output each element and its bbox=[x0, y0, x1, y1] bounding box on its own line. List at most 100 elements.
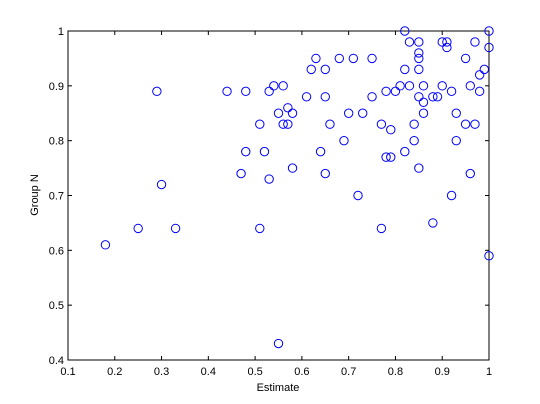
scatter-point bbox=[465, 81, 475, 91]
scatter-point bbox=[311, 53, 321, 64]
scatter-point bbox=[278, 119, 288, 129]
scatter-point bbox=[241, 146, 251, 157]
scatter-point bbox=[400, 64, 410, 75]
scatter-point bbox=[404, 37, 415, 47]
scatter-point bbox=[283, 119, 293, 129]
scatter-point bbox=[287, 108, 298, 118]
scatter-point bbox=[255, 119, 265, 129]
y-axis-ticks: 0.4 0.5 0.6 0.7 0.8 0.9 1 bbox=[49, 26, 489, 367]
y-tick-label: 0.4 bbox=[49, 355, 64, 367]
scatter-point bbox=[460, 53, 471, 64]
scatter-point bbox=[353, 190, 363, 201]
scatter-point bbox=[306, 64, 316, 75]
scatter-point bbox=[414, 92, 424, 102]
scatter-point bbox=[418, 108, 429, 118]
scatter-point bbox=[255, 223, 265, 234]
scatter-point bbox=[376, 119, 387, 129]
x-tick-label: 0.7 bbox=[341, 366, 356, 378]
scatter-point bbox=[446, 86, 457, 97]
scatter-point bbox=[343, 108, 354, 118]
y-tick-label: 0.7 bbox=[49, 191, 64, 203]
scatter-point bbox=[386, 125, 396, 135]
scatter-point bbox=[381, 86, 391, 97]
scatter-point bbox=[367, 92, 377, 102]
scatter-point bbox=[484, 26, 494, 36]
scatter-point bbox=[170, 223, 181, 234]
scatter-point bbox=[390, 86, 401, 97]
data-points bbox=[100, 26, 494, 349]
scatter-point bbox=[484, 42, 494, 53]
scatter-point bbox=[474, 70, 485, 80]
x-tick-label: 0.8 bbox=[388, 366, 403, 378]
scatter-point bbox=[367, 53, 377, 64]
scatter-point bbox=[414, 53, 424, 64]
scatter-point bbox=[315, 146, 326, 157]
scatter-point bbox=[479, 64, 490, 75]
scatter-point bbox=[442, 37, 452, 47]
scatter-point bbox=[395, 81, 405, 91]
scatter-point bbox=[414, 64, 424, 75]
y-tick-label: 0.8 bbox=[49, 136, 64, 148]
scatter-point bbox=[428, 218, 438, 228]
scatter-point bbox=[278, 81, 288, 91]
scatter-point bbox=[287, 163, 298, 173]
scatter-point bbox=[376, 223, 387, 234]
x-axis-ticks: 0.1 0.2 0.3 0.4 0.5 0.6 0.7 0.8 0.9 1 bbox=[60, 31, 492, 378]
scatter-point bbox=[432, 92, 443, 102]
x-tick-label: 0.2 bbox=[107, 366, 122, 378]
scatter-point bbox=[273, 338, 284, 349]
scatter-point bbox=[470, 119, 480, 129]
scatter-point bbox=[400, 26, 410, 36]
scatter-point bbox=[152, 86, 162, 97]
scatter-point bbox=[301, 92, 312, 102]
scatter-point bbox=[470, 37, 480, 47]
scatter-point bbox=[381, 152, 391, 162]
scatter-point bbox=[320, 64, 330, 75]
scatter-point bbox=[484, 251, 494, 261]
x-tick-label: 0.3 bbox=[154, 366, 169, 378]
y-tick-label: 0.5 bbox=[49, 300, 64, 312]
scatter-point bbox=[451, 135, 461, 146]
scatter-point bbox=[404, 81, 415, 91]
scatter-point bbox=[320, 92, 330, 102]
y-tick-label: 0.6 bbox=[49, 245, 64, 257]
scatter-point bbox=[446, 190, 457, 201]
scatter-point bbox=[409, 135, 419, 146]
scatter-point bbox=[264, 174, 274, 184]
scatter-point bbox=[241, 86, 251, 97]
scatter-point bbox=[386, 152, 396, 162]
scatter-point bbox=[264, 86, 274, 97]
scatter-point bbox=[418, 81, 429, 91]
scatter-point bbox=[358, 108, 368, 118]
scatter-point bbox=[442, 42, 452, 53]
scatter-point bbox=[437, 37, 447, 47]
scatter-point bbox=[273, 108, 284, 118]
x-tick-label: 0.4 bbox=[201, 366, 216, 378]
scatter-point bbox=[428, 92, 438, 102]
scatter-point bbox=[474, 86, 485, 97]
x-tick-label: 1 bbox=[486, 366, 492, 378]
scatter-point bbox=[418, 97, 429, 107]
scatter-point bbox=[414, 163, 424, 173]
scatter-point bbox=[236, 168, 246, 179]
scatter-point bbox=[400, 146, 410, 157]
scatter-point bbox=[269, 81, 279, 91]
scatter-point bbox=[339, 135, 349, 146]
scatter-point bbox=[409, 119, 419, 129]
scatter-point bbox=[156, 179, 167, 190]
scatter-point bbox=[283, 103, 293, 113]
scatter-point bbox=[414, 37, 424, 47]
scatter-point bbox=[222, 86, 232, 97]
scatter-point bbox=[259, 146, 270, 157]
scatter-point bbox=[348, 53, 359, 64]
x-axis-label: Estimate bbox=[257, 382, 300, 394]
x-tick-label: 0.9 bbox=[435, 366, 450, 378]
y-tick-label: 1 bbox=[58, 26, 64, 38]
scatter-point bbox=[414, 48, 424, 58]
scatter-point bbox=[320, 168, 330, 179]
scatter-point bbox=[465, 168, 475, 179]
scatter-point bbox=[133, 223, 143, 234]
scatter-point bbox=[437, 81, 447, 91]
x-tick-label: 0.6 bbox=[294, 366, 309, 378]
